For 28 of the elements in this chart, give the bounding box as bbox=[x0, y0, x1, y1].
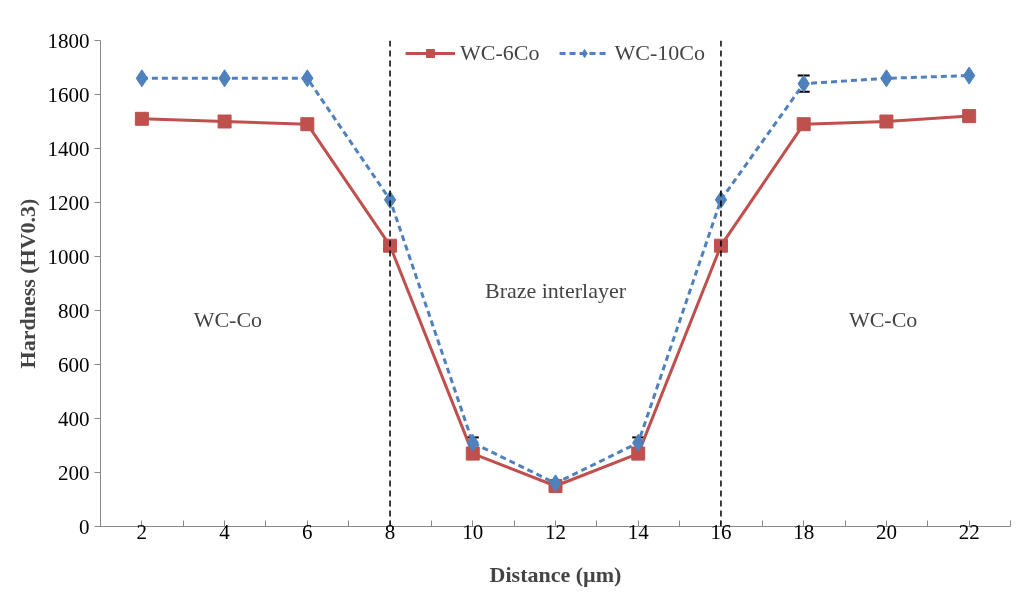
y-tick-label: 0 bbox=[79, 514, 90, 539]
x-axis-title: Distance (µm) bbox=[489, 561, 622, 587]
x-tick-label: 14 bbox=[627, 519, 650, 544]
y-tick-label: 1800 bbox=[47, 28, 90, 53]
x-tick-label: 6 bbox=[302, 519, 313, 544]
y-tick-label: 200 bbox=[58, 460, 90, 485]
annotation: WC-Co bbox=[193, 307, 263, 333]
y-tick-label: 1400 bbox=[47, 136, 90, 161]
annotation: Braze interlayer bbox=[484, 277, 627, 303]
x-tick-label: 12 bbox=[545, 519, 566, 544]
x-tick-label: 18 bbox=[793, 519, 815, 544]
y-tick-label: 800 bbox=[58, 298, 90, 323]
x-tick-label: 8 bbox=[384, 519, 396, 544]
legend-label: WC-10Co bbox=[614, 40, 705, 66]
x-tick-label: 4 bbox=[219, 519, 231, 544]
y-axis-title: Hardness (HV0.3) bbox=[14, 198, 40, 369]
legend-label: WC-6Co bbox=[460, 40, 540, 66]
x-tick-label: 2 bbox=[136, 519, 148, 544]
x-tick-label: 10 bbox=[462, 519, 484, 544]
x-tick-label: 22 bbox=[958, 519, 980, 544]
y-tick-label: 1000 bbox=[47, 244, 90, 269]
x-tick-label: 16 bbox=[710, 519, 732, 544]
x-tick-label: 20 bbox=[875, 519, 897, 544]
y-tick-label: 400 bbox=[58, 406, 90, 431]
y-tick-label: 1200 bbox=[47, 190, 90, 215]
y-tick-label: 1600 bbox=[47, 82, 90, 107]
y-tick-label: 600 bbox=[58, 352, 90, 377]
annotation: WC-Co bbox=[848, 307, 918, 333]
